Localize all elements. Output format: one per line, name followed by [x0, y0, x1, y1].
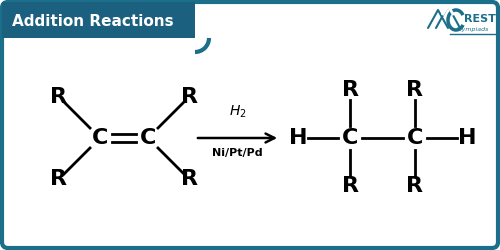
Polygon shape — [2, 2, 195, 38]
Text: R: R — [182, 87, 198, 107]
Text: R: R — [342, 176, 358, 196]
Text: C: C — [92, 128, 108, 148]
Text: R: R — [50, 87, 66, 107]
Text: R: R — [50, 169, 66, 189]
Wedge shape — [195, 38, 209, 52]
Text: R: R — [406, 80, 424, 100]
Text: Olympiads: Olympiads — [456, 28, 490, 32]
Text: H: H — [458, 128, 476, 148]
Text: R: R — [406, 176, 424, 196]
Text: C: C — [342, 128, 358, 148]
Text: C: C — [140, 128, 156, 148]
Text: Ni/Pt/Pd: Ni/Pt/Pd — [212, 148, 263, 158]
Text: $H_2$: $H_2$ — [228, 104, 246, 120]
Text: R: R — [182, 169, 198, 189]
Text: Addition Reactions: Addition Reactions — [12, 14, 173, 30]
Text: REST: REST — [464, 14, 496, 24]
Text: C: C — [407, 128, 423, 148]
Text: R: R — [342, 80, 358, 100]
FancyBboxPatch shape — [2, 2, 498, 248]
Text: H: H — [289, 128, 307, 148]
